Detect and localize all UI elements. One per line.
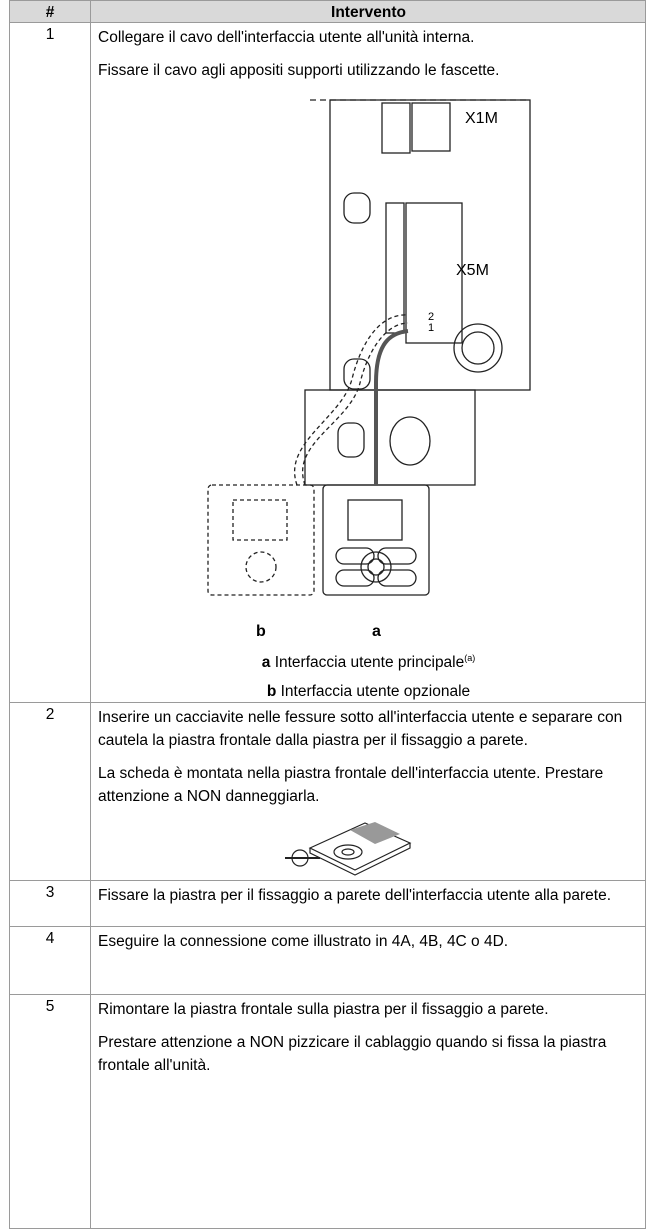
figure-key: a: [372, 623, 381, 640]
terminal-label: X5M: [456, 262, 489, 279]
step-number: 5: [10, 995, 91, 1228]
footnote-ref: (a): [464, 653, 476, 663]
terminal-label: X1M: [465, 110, 498, 127]
step-number: 4: [10, 927, 91, 994]
table-row: 4 Eseguire la connessione come illustrat…: [9, 927, 646, 995]
step-content: Collegare il cavo dell'interfaccia utent…: [92, 23, 645, 702]
step-number: 3: [10, 881, 91, 926]
paragraph: Eseguire la connessione come illustrato …: [98, 933, 509, 950]
caption: b Interfaccia utente opzionale: [92, 683, 645, 701]
paragraph: Fissare la piastra per il fissaggio a pa…: [98, 887, 612, 904]
wire-label: 1: [428, 322, 434, 334]
step-content: Rimontare la piastra frontale sulla pias…: [92, 995, 645, 1228]
step-content: Eseguire la connessione come illustrato …: [92, 927, 645, 994]
step-number: 2: [10, 703, 91, 880]
step-number: 1: [10, 23, 91, 702]
figure-key: b: [256, 623, 266, 640]
remote-illustration: [285, 822, 412, 876]
table-row: 5 Rimontare la piastra frontale sulla pi…: [9, 995, 646, 1229]
caption-text: Interfaccia utente opzionale: [280, 683, 471, 700]
table-row: 1 Collegare il cavo dell'interfaccia ute…: [9, 23, 646, 703]
paragraph: Fissare il cavo agli appositi supporti u…: [98, 62, 500, 79]
wiring-diagram: X1M X5M 2 1 b a: [207, 99, 531, 640]
paragraph: Rimontare la piastra frontale sulla pias…: [98, 1001, 549, 1018]
paragraph: Prestare attenzione a NON pizzicare il c…: [98, 1034, 607, 1074]
table-row: 3 Fissare la piastra per il fissaggio a …: [9, 881, 646, 927]
table-row: 2 Inserire un cacciavite nelle fessure s…: [9, 703, 646, 881]
table-header: # Intervento: [9, 0, 646, 23]
caption-key: a: [261, 654, 271, 672]
paragraph: La scheda è montata nella piastra fronta…: [98, 765, 604, 805]
paragraph: Inserire un cacciavite nelle fessure sot…: [98, 709, 623, 749]
step-content: Fissare la piastra per il fissaggio a pa…: [92, 881, 645, 926]
caption-text: Interfaccia utente principale: [274, 654, 465, 672]
header-cell: #: [10, 1, 91, 22]
caption-key: b: [266, 683, 277, 700]
paragraph: Collegare il cavo dell'interfaccia utent…: [98, 29, 475, 46]
wire-label: 2: [428, 311, 434, 323]
header-cell: Intervento: [331, 4, 406, 21]
step-content: Inserire un cacciavite nelle fessure sot…: [92, 703, 645, 880]
caption: a Interfaccia utente principale(a): [92, 653, 645, 672]
